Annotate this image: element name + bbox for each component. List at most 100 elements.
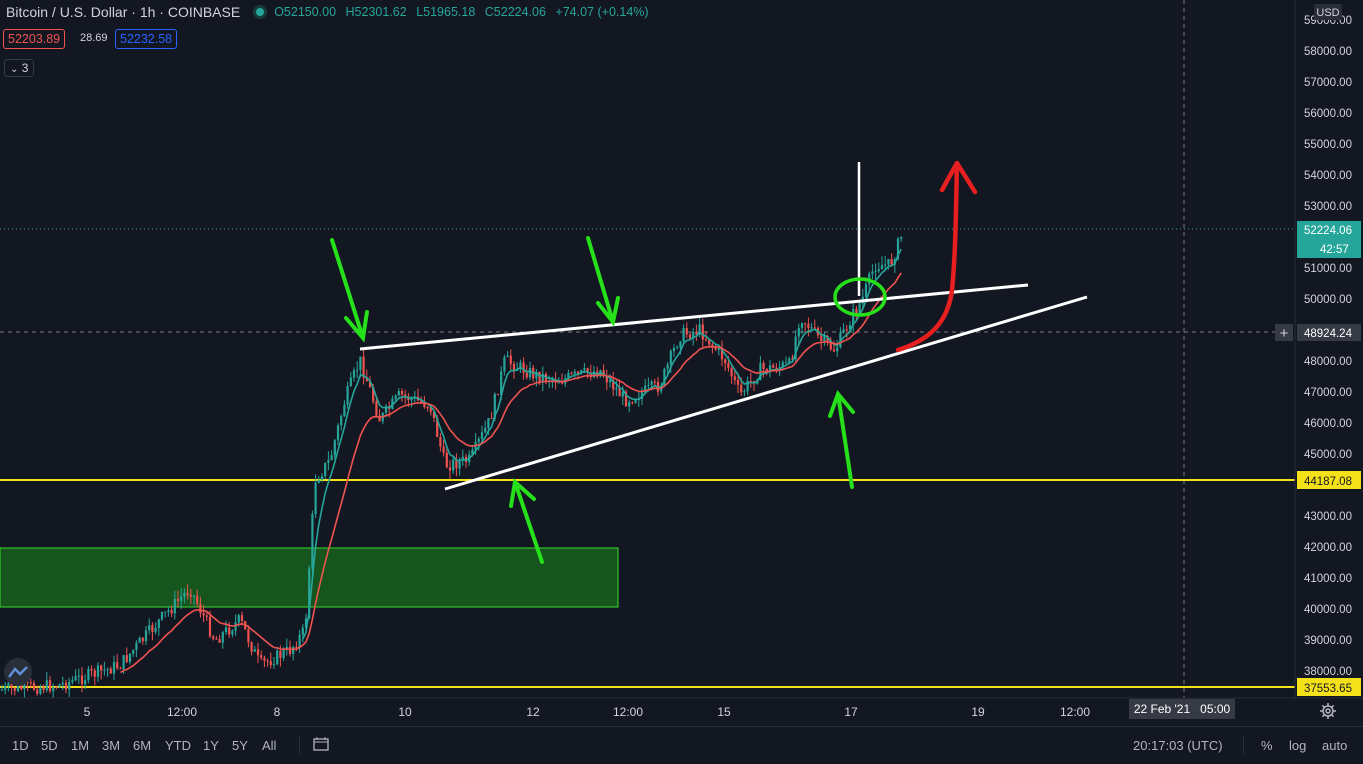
candle-body [333, 440, 336, 456]
candle-body [845, 329, 848, 331]
candle-body [807, 323, 810, 329]
candle-body [394, 395, 397, 399]
green-arrow-1[interactable] [330, 238, 369, 343]
candle-body [365, 377, 368, 382]
timeframe-ytd[interactable]: YTD [165, 738, 191, 753]
candle-body [880, 265, 884, 270]
candle-body [55, 687, 58, 689]
calendar-range-icon[interactable] [313, 737, 329, 756]
green-arrow-2[interactable] [586, 236, 620, 327]
candle-body [349, 377, 352, 387]
spread-value: 28.69 [80, 32, 108, 44]
candle-body [359, 356, 362, 370]
candle-body [125, 655, 128, 662]
candle-body [183, 592, 186, 597]
candle-body [167, 610, 170, 612]
open-value: O52150.00 [274, 5, 337, 19]
candle-body [618, 388, 621, 397]
currency-label[interactable]: USD [1316, 7, 1339, 19]
green-arrow-3[interactable] [509, 478, 544, 564]
candle-body [640, 392, 644, 399]
candle-body [84, 680, 87, 685]
candle-body [237, 615, 240, 623]
tradingview-logo-icon[interactable] [4, 658, 32, 686]
candle-body [221, 632, 224, 643]
candle-body [685, 328, 688, 335]
price-chart[interactable]: 59000.0058000.0057000.0056000.0055000.00… [0, 0, 1363, 725]
candle-body [567, 372, 570, 379]
candle-body [592, 371, 596, 378]
candle-body [672, 347, 676, 352]
candle-body [736, 379, 740, 385]
candle-body [484, 428, 487, 433]
crosshair-plus-icon[interactable]: + [1280, 325, 1289, 342]
candle-body [612, 379, 615, 390]
candle-body [794, 336, 797, 360]
breakout-highlight-circle[interactable] [833, 277, 887, 317]
price-axis-label: 55000.00 [1304, 139, 1352, 151]
slow-moving-average-line [119, 272, 902, 674]
settings-gear-icon[interactable] [1320, 703, 1336, 719]
candle-body [36, 689, 39, 694]
red-projection-arrow[interactable] [895, 160, 978, 353]
timeframe-1y[interactable]: 1Y [203, 738, 219, 753]
log-scale-toggle[interactable]: log [1289, 738, 1307, 753]
sell-price-button[interactable]: 52203.89 [3, 29, 66, 49]
timeframe-1d[interactable]: 1D [12, 738, 29, 753]
price-axis-panel[interactable] [1295, 0, 1363, 698]
timeframe-all[interactable]: All [262, 738, 277, 753]
candle-body [557, 382, 560, 384]
candle-body [352, 370, 356, 378]
candle-body [372, 387, 375, 402]
candle-body [432, 411, 436, 418]
candle-body [800, 323, 804, 328]
wedge-lower-trendline[interactable] [444, 295, 1088, 491]
candle-body [112, 662, 116, 674]
timeframe-1m[interactable]: 1M [71, 738, 90, 753]
candle-body [538, 371, 541, 383]
candle-body [448, 467, 452, 471]
candle-body [336, 425, 340, 441]
candle-body [64, 682, 68, 690]
time-axis-panel[interactable] [0, 698, 1295, 725]
candle-body [93, 670, 96, 677]
crosshair-price-value: 48924.24 [1304, 328, 1353, 340]
candle-body [205, 615, 208, 617]
candle-body [362, 356, 365, 378]
indicators-toggle[interactable]: ⌄ 3 [4, 59, 35, 77]
candle-body [496, 394, 500, 396]
current-price-tag [1297, 221, 1361, 258]
auto-scale-toggle[interactable]: auto [1322, 738, 1348, 753]
candle-body [439, 436, 442, 447]
candle-body [436, 417, 439, 437]
timeframe-6m[interactable]: 6M [133, 738, 152, 753]
candle-body [471, 449, 474, 455]
candle-body [823, 336, 826, 341]
candle-body [202, 613, 205, 616]
timeframe-5d[interactable]: 5D [41, 738, 58, 753]
percent-scale-toggle[interactable]: % [1261, 738, 1273, 753]
timeframe-3m[interactable]: 3M [102, 738, 121, 753]
symbol-title[interactable]: Bitcoin / U.S. Dollar · 1h · COINBASE [6, 4, 241, 20]
buy-price-button[interactable]: 52232.58 [115, 29, 178, 49]
candle-body [634, 399, 637, 403]
candle-body [452, 459, 455, 471]
candle-body [260, 655, 263, 658]
time-axis-label: 12:00 [613, 705, 643, 719]
price-axis-label: 42000.00 [1304, 542, 1352, 554]
candle-body [400, 391, 404, 395]
green-arrow-4[interactable] [828, 390, 855, 489]
candle-body [378, 415, 381, 422]
candle-body [39, 687, 42, 694]
candle-body [628, 402, 631, 407]
candle-body [154, 627, 157, 632]
wedge-upper-trendline[interactable] [359, 283, 1029, 351]
candle-body [228, 627, 231, 635]
candle-body [900, 236, 903, 239]
candle-body [647, 384, 650, 386]
utc-clock[interactable]: 20:17:03 (UTC) [1133, 738, 1223, 753]
price-axis-label: 53000.00 [1304, 201, 1352, 213]
candle-body [832, 349, 836, 352]
candle-body [189, 594, 192, 597]
timeframe-5y[interactable]: 5Y [232, 738, 248, 753]
